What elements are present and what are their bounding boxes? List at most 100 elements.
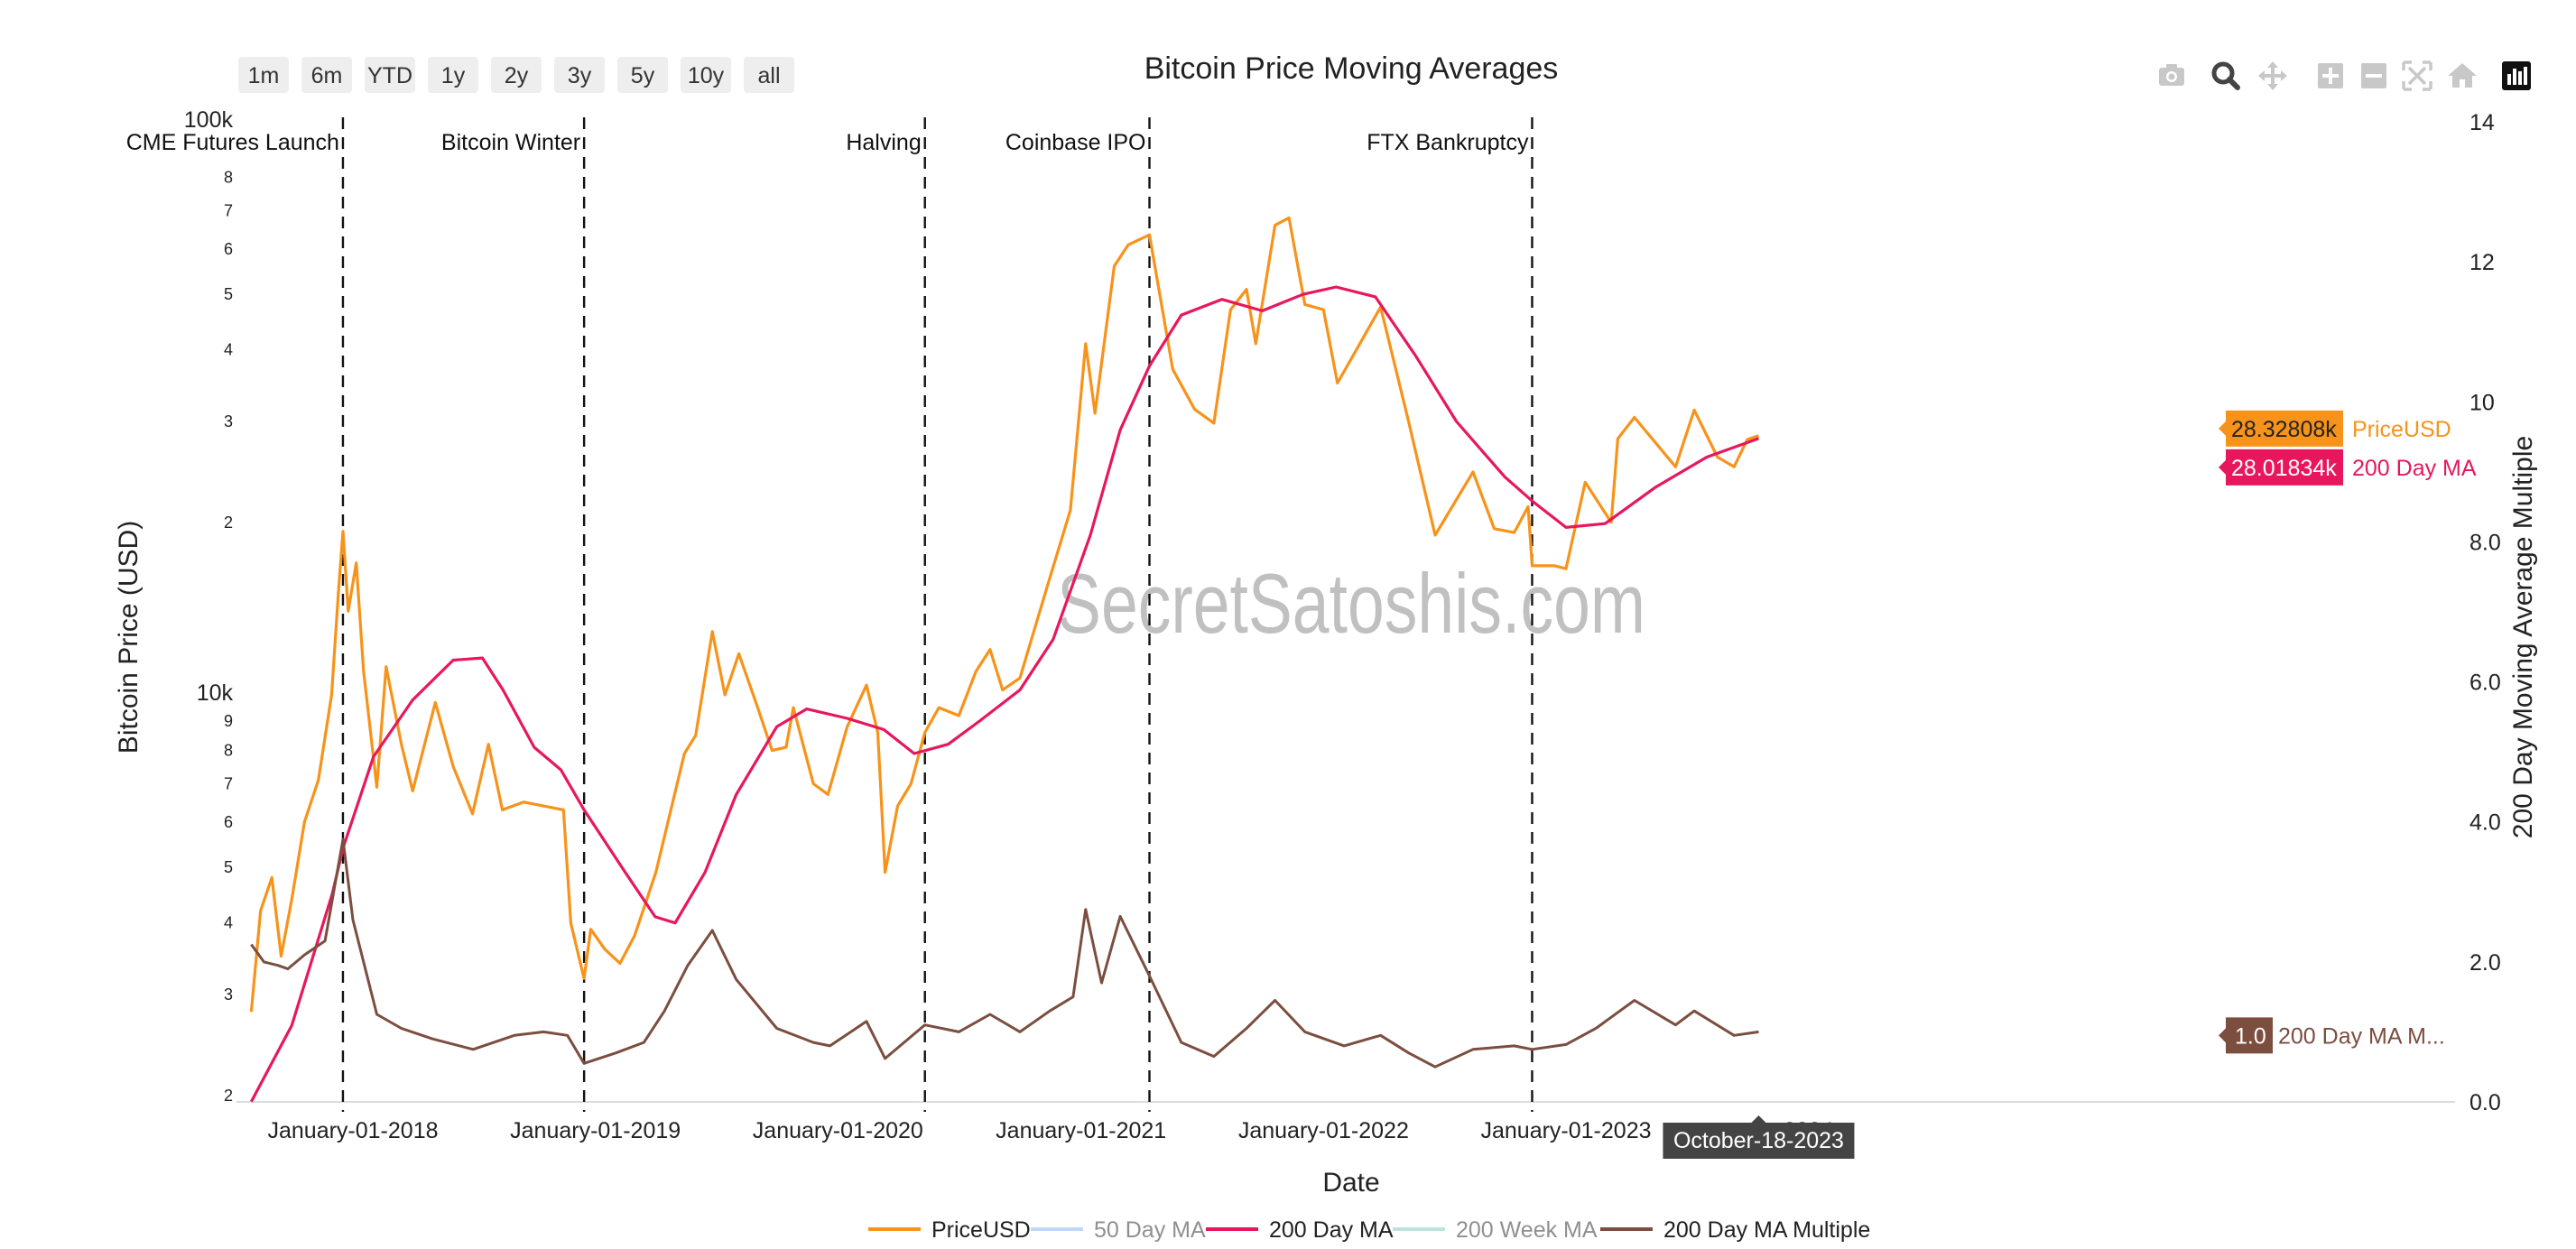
y2-tick-label: 12 (2469, 250, 2495, 275)
legend-item[interactable]: 200 Day MA Multiple (1600, 1217, 1870, 1243)
svg-text:50 Day MA: 50 Day MA (1094, 1217, 1206, 1243)
legend-item[interactable]: 200 Day MA (1206, 1217, 1394, 1243)
svg-text:28.32808k: 28.32808k (2231, 417, 2337, 442)
svg-text:PriceUSD: PriceUSD (931, 1217, 1031, 1243)
zoom-icon[interactable] (2211, 61, 2240, 90)
x-axis-label: Date (1322, 1168, 1379, 1198)
watermark: SecretSatoshis.com (1057, 556, 1645, 651)
y2-tick-label: 2.0 (2469, 950, 2501, 976)
hover-label-200-day-ma: 28.01834k 200 Day MA (2219, 449, 2477, 486)
y2-tick-label: 8.0 (2469, 530, 2501, 555)
range-button-10y[interactable]: 10y (681, 57, 731, 93)
x-tick-label: January-01-2023 (1480, 1118, 1651, 1143)
y-tick-label: 100k (184, 107, 234, 133)
svg-text:5y: 5y (631, 63, 655, 88)
event-label: CME Futures Launch (126, 130, 339, 155)
series-price-usd-line (249, 216, 1760, 1013)
y2-tick-label: 6.0 (2469, 671, 2501, 696)
y-tick-label: 10k (197, 680, 234, 706)
x-axis: January-01-2018 January-01-2019 January-01… (267, 1118, 1833, 1143)
svg-text:YTD: YTD (367, 63, 412, 88)
y-tick-label: 3 (224, 412, 233, 430)
range-button-ytd[interactable]: YTD (365, 57, 415, 93)
y-tick-label: 6 (224, 813, 233, 831)
autoscale-icon[interactable] (2402, 60, 2432, 91)
y-tick-label: 2 (224, 513, 233, 532)
range-button-2y[interactable]: 2y (491, 57, 542, 93)
y-tick-label: 3 (224, 985, 233, 1004)
svg-text:200 Day MA: 200 Day MA (2352, 456, 2477, 481)
svg-text:200 Day MA: 200 Day MA (1269, 1217, 1394, 1243)
event-label: Halving (846, 130, 921, 155)
y-tick-label: 5 (224, 285, 233, 303)
svg-text:200 Day MA M...: 200 Day MA M... (2278, 1023, 2445, 1049)
svg-text:10y: 10y (688, 63, 725, 88)
chart-title: Bitcoin Price Moving Averages (1144, 51, 1559, 86)
hover-labels: 28.32808k PriceUSD 28.01834k 200 Day MA 1.0 2… (1663, 410, 2477, 1159)
event-label: Bitcoin Winter (441, 130, 580, 155)
range-selector: 1m 6m YTD 1y 2y 3y 5y 10y all (238, 57, 794, 93)
svg-text:1m: 1m (248, 63, 280, 88)
y2-tick-label: 14 (2469, 110, 2495, 135)
x-tick-label: January-01-2022 (1238, 1118, 1409, 1143)
legend-item[interactable]: PriceUSD (868, 1217, 1031, 1243)
x-tick-label: January-01-2019 (510, 1118, 681, 1143)
y-tick-label: 4 (224, 341, 233, 359)
y2-axis-label: 200 Day Moving Average Multiple (2508, 436, 2538, 838)
y-tick-label: 8 (224, 742, 233, 760)
legend: PriceUSD 50 Day MA 200 Day MA 200 Week MA 20… (868, 1217, 1870, 1243)
range-button-all[interactable]: all (744, 57, 794, 93)
svg-text:October-18-2023: October-18-2023 (1673, 1128, 1844, 1153)
range-button-5y[interactable]: 5y (617, 57, 668, 93)
x-tick-label: January-01-2020 (753, 1118, 923, 1143)
modebar (2159, 60, 2531, 91)
series-200-day-ma-multiple-line (250, 837, 1759, 1069)
y-axis-left: 2 3 4 5 6 7 8 9 10k 2 3 4 5 6 7 8 100k (184, 107, 234, 1105)
y-tick-label: 5 (224, 858, 233, 876)
reset-axes-icon[interactable] (2448, 63, 2477, 88)
svg-text:28.01834k: 28.01834k (2231, 456, 2337, 481)
y-axis-label: Bitcoin Price (USD) (114, 521, 144, 754)
y-tick-label: 7 (224, 774, 233, 792)
plot-area[interactable] (249, 216, 1760, 1103)
range-button-1m[interactable]: 1m (238, 57, 289, 93)
svg-text:1.0: 1.0 (2235, 1023, 2266, 1049)
range-button-6m[interactable]: 6m (301, 57, 352, 93)
y2-tick-label: 4.0 (2469, 810, 2501, 836)
hover-date-label: October-18-2023 (1663, 1115, 1855, 1159)
svg-text:all: all (757, 63, 780, 88)
legend-item[interactable]: 50 Day MA (1031, 1217, 1206, 1243)
plotly-logo-icon[interactable] (2502, 61, 2531, 90)
y-tick-label: 6 (224, 240, 233, 258)
svg-text:2y: 2y (505, 63, 529, 88)
x-tick-label: January-01-2018 (267, 1118, 438, 1143)
svg-text:200 Week MA: 200 Week MA (1456, 1217, 1598, 1243)
hover-label-price: 28.32808k PriceUSD (2219, 410, 2451, 447)
event-label: FTX Bankruptcy (1367, 130, 1529, 155)
y-tick-label: 2 (224, 1087, 233, 1105)
y-tick-label: 8 (224, 169, 233, 187)
range-button-1y[interactable]: 1y (428, 57, 478, 93)
pan-icon[interactable] (2258, 61, 2287, 90)
y2-tick-label: 0.0 (2469, 1090, 2501, 1115)
x-tick-label: January-01-2021 (996, 1118, 1166, 1143)
y-tick-label: 4 (224, 914, 233, 932)
svg-text:200 Day MA Multiple: 200 Day MA Multiple (1663, 1217, 1870, 1243)
svg-text:6m: 6m (311, 63, 343, 88)
range-button-3y[interactable]: 3y (554, 57, 605, 93)
y2-tick-label: 10 (2469, 390, 2495, 415)
svg-text:PriceUSD: PriceUSD (2352, 417, 2451, 442)
y-tick-label: 9 (224, 712, 233, 730)
hover-label-multiple: 1.0 200 Day MA M... (2219, 1017, 2445, 1054)
event-label: Coinbase IPO (1005, 130, 1146, 155)
series-200-day-ma-line (249, 285, 1760, 1103)
svg-text:3y: 3y (568, 63, 592, 88)
event-annotations: CME Futures Launch Bitcoin Winter Halving C… (126, 117, 1534, 1112)
camera-icon[interactable] (2159, 64, 2184, 86)
y-axis-right: 0.0 2.0 4.0 6.0 8.0 10 12 14 (2469, 110, 2501, 1115)
zoom-out-icon[interactable] (2361, 63, 2386, 88)
legend-item[interactable]: 200 Week MA (1393, 1217, 1598, 1243)
y-tick-label: 7 (224, 201, 233, 219)
zoom-in-icon[interactable] (2318, 63, 2343, 88)
